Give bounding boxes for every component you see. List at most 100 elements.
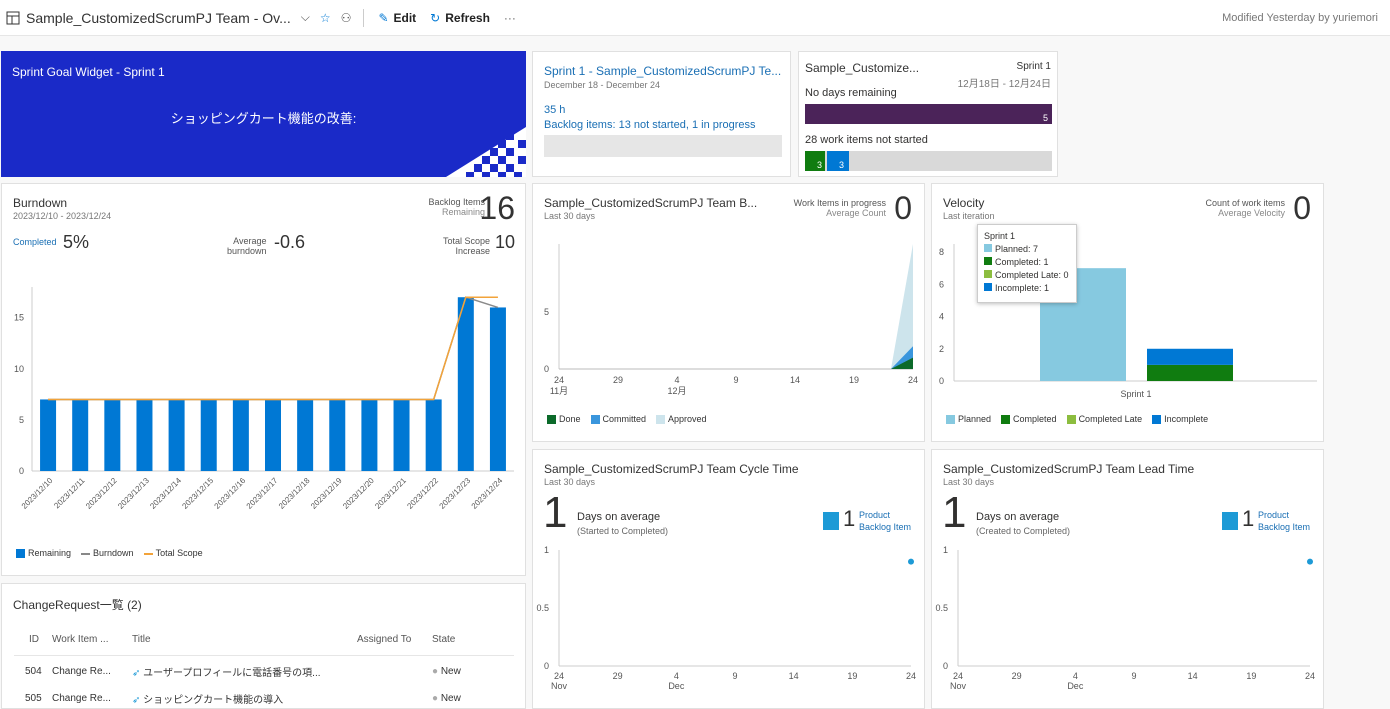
col-id[interactable]: ID xyxy=(14,630,52,656)
col-assigned-to[interactable]: Assigned To xyxy=(357,630,432,656)
legend-total-scope[interactable]: Total Scope xyxy=(143,548,203,558)
work-items-label: 28 work items not started xyxy=(805,134,928,146)
remaining-bar xyxy=(104,399,121,471)
modified-info: Modified Yesterday by yuriemori xyxy=(1222,11,1378,24)
remaining-bar xyxy=(457,297,474,471)
refresh-icon: ↻ xyxy=(430,10,441,25)
work-items-bar-segment-green: 3 xyxy=(805,151,825,171)
x-tick-label: 14 xyxy=(1188,671,1198,681)
cfd-metric-sublabel: Average Count xyxy=(826,208,886,218)
cycle-time-subtitle: Last 30 days xyxy=(544,477,596,487)
sprint-goal-widget[interactable]: Sprint Goal Widget - Sprint 1 ショッピングカート機… xyxy=(1,51,526,177)
x-tick-label: 19 xyxy=(849,375,859,385)
cycle-time-widget[interactable]: Sample_CustomizedScrumPJ Team Cycle Time… xyxy=(532,449,925,709)
days-remaining-bar: 5 xyxy=(805,104,1052,124)
remaining-bar xyxy=(232,399,249,471)
more-actions-button[interactable]: ··· xyxy=(503,10,516,25)
x-tick-label: 29 xyxy=(613,671,623,681)
y-tick-label: 0 xyxy=(544,364,549,374)
table-row[interactable]: 504 Change Re... ➶ ユーザープロフィールに電話番号の項... … xyxy=(25,666,461,679)
cycle-time-title: Sample_CustomizedScrumPJ Team Cycle Time xyxy=(544,462,799,476)
sprint-overview-title[interactable]: Sprint 1 - Sample_CustomizedScrumPJ Te..… xyxy=(544,64,782,78)
y-tick-label: 8 xyxy=(939,247,944,257)
velocity-chart: 0 2 4 6 8 Sprint 1 xyxy=(939,244,1317,399)
lead-time-days-label: Days on average xyxy=(976,511,1060,523)
legend-approved[interactable]: Approved xyxy=(656,414,707,425)
sprint-backlog-summary[interactable]: Backlog items: 13 not started, 1 in prog… xyxy=(544,119,756,131)
x-tick-label: 2023/12/17 xyxy=(245,476,280,511)
velocity-incomplete-bar xyxy=(1147,348,1233,365)
days-remaining-value: 5 xyxy=(1042,113,1048,123)
sprint-overview-widget[interactable]: Sprint 1 - Sample_CustomizedScrumPJ Te..… xyxy=(532,51,791,177)
remaining-bar xyxy=(297,399,314,471)
burndown-line xyxy=(48,296,499,401)
state-dot-icon: ● xyxy=(432,666,439,677)
lead-time-title: Sample_CustomizedScrumPJ Team Lead Time xyxy=(943,462,1195,476)
velocity-tooltip: Sprint 1 Planned: 7 Completed: 1 Complet… xyxy=(977,224,1077,303)
legend-completed-late[interactable]: Completed Late xyxy=(1066,414,1142,425)
sprint-capacity-widget[interactable]: Sample_Customize... Sprint 1 12月18日 - 12… xyxy=(798,51,1058,177)
x-tick-label: 2023/12/19 xyxy=(309,476,344,511)
sprint-goal-title: Sprint Goal Widget - Sprint 1 xyxy=(12,65,165,79)
team-icon[interactable]: ⚇ xyxy=(340,10,352,25)
table-row[interactable]: 505 Change Re... ➶ ショッピングカート機能の導入 ● New xyxy=(25,693,461,706)
edit-button[interactable]: ✎ Edit xyxy=(378,10,417,25)
sprint-progress-bar xyxy=(544,135,782,157)
cycle-time-type-link[interactable]: Product Backlog Item xyxy=(859,510,912,532)
col-title[interactable]: Title xyxy=(132,630,357,656)
cfd-subtitle: Last 30 days xyxy=(544,211,596,221)
x-tick-sublabel: Nov xyxy=(551,681,568,691)
toolbar-divider xyxy=(363,8,365,27)
legend-done[interactable]: Done xyxy=(547,414,581,425)
cycle-time-value: 1 xyxy=(543,488,568,537)
refresh-button[interactable]: ↻ Refresh xyxy=(430,10,490,25)
sprint-hours[interactable]: 35 h xyxy=(544,104,566,116)
cfd-metric-label: Work Items in progress xyxy=(793,198,886,208)
dashboard-toolbar: Sample_CustomizedScrumPJ Team - Ov... ⌵ … xyxy=(0,0,1390,36)
sprint-overview-dates: December 18 - December 24 xyxy=(544,80,661,90)
x-tick-label: 24 xyxy=(554,671,564,681)
velocity-completed-bar xyxy=(1147,364,1233,381)
burndown-widget[interactable]: Burndown 2023/12/10 - 2023/12/24 Backlog… xyxy=(1,183,526,576)
col-state[interactable]: State xyxy=(432,630,514,656)
legend-committed[interactable]: Committed xyxy=(590,414,646,425)
velocity-widget[interactable]: Velocity Last iteration Count of work it… xyxy=(931,183,1324,442)
dashboard-title[interactable]: Sample_CustomizedScrumPJ Team - Ov... xyxy=(26,9,291,26)
cumulative-flow-widget[interactable]: Sample_CustomizedScrumPJ Team B... Last … xyxy=(532,183,925,442)
x-tick-label: 2023/12/20 xyxy=(341,476,376,511)
x-tick-label: 2023/12/18 xyxy=(277,476,312,511)
lead-time-count: 1 xyxy=(1242,506,1255,531)
legend-incomplete[interactable]: Incomplete xyxy=(1152,414,1208,425)
x-tick-label: 24 xyxy=(1305,671,1315,681)
completed-label: Completed xyxy=(13,237,57,247)
x-tick-label: 9 xyxy=(732,671,737,681)
col-work-item-type[interactable]: Work Item ... xyxy=(52,630,132,656)
change-request-widget[interactable]: ChangeRequest一覧 (2) ID Work Item ... Tit… xyxy=(1,583,526,709)
checkered-flag-icon xyxy=(446,127,526,177)
x-tick-label: 24 xyxy=(908,375,918,385)
sprint-capacity-dates: 12月18日 - 12月24日 xyxy=(957,79,1051,90)
dashboard-icon xyxy=(6,11,20,24)
y-tick-label: 0 xyxy=(544,661,549,671)
star-icon[interactable]: ☆ xyxy=(319,10,331,25)
cfd-metric-value: 0 xyxy=(894,190,912,226)
burndown-legend: Remaining Burndown Total Scope xyxy=(16,548,203,559)
table-header-row: ID Work Item ... Title Assigned To State xyxy=(14,630,514,656)
change-request-icon: ➶ xyxy=(132,668,141,679)
legend-remaining[interactable]: Remaining xyxy=(16,548,71,559)
backlog-remaining-label: Remaining xyxy=(441,207,485,217)
backlog-remaining-value: 16 xyxy=(479,190,515,226)
remaining-bar xyxy=(329,399,346,471)
change-request-title: ChangeRequest一覧 (2) xyxy=(13,598,142,612)
backlog-items-label: Backlog Items xyxy=(428,197,485,207)
lead-time-widget[interactable]: Sample_CustomizedScrumPJ Team Lead Time … xyxy=(931,449,1324,709)
legend-completed[interactable]: Completed xyxy=(1001,414,1057,425)
cfd-legend: Done Committed Approved xyxy=(547,414,707,425)
chevron-down-icon[interactable]: ⌵ xyxy=(300,10,310,24)
x-tick-sublabel: Dec xyxy=(1067,681,1084,691)
lead-time-type-link[interactable]: Product Backlog Item xyxy=(1258,510,1311,532)
legend-burndown[interactable]: Burndown xyxy=(81,548,134,558)
cycle-time-count: 1 xyxy=(843,506,856,531)
y-tick-label: 0 xyxy=(939,376,944,386)
legend-planned[interactable]: Planned xyxy=(946,414,991,425)
